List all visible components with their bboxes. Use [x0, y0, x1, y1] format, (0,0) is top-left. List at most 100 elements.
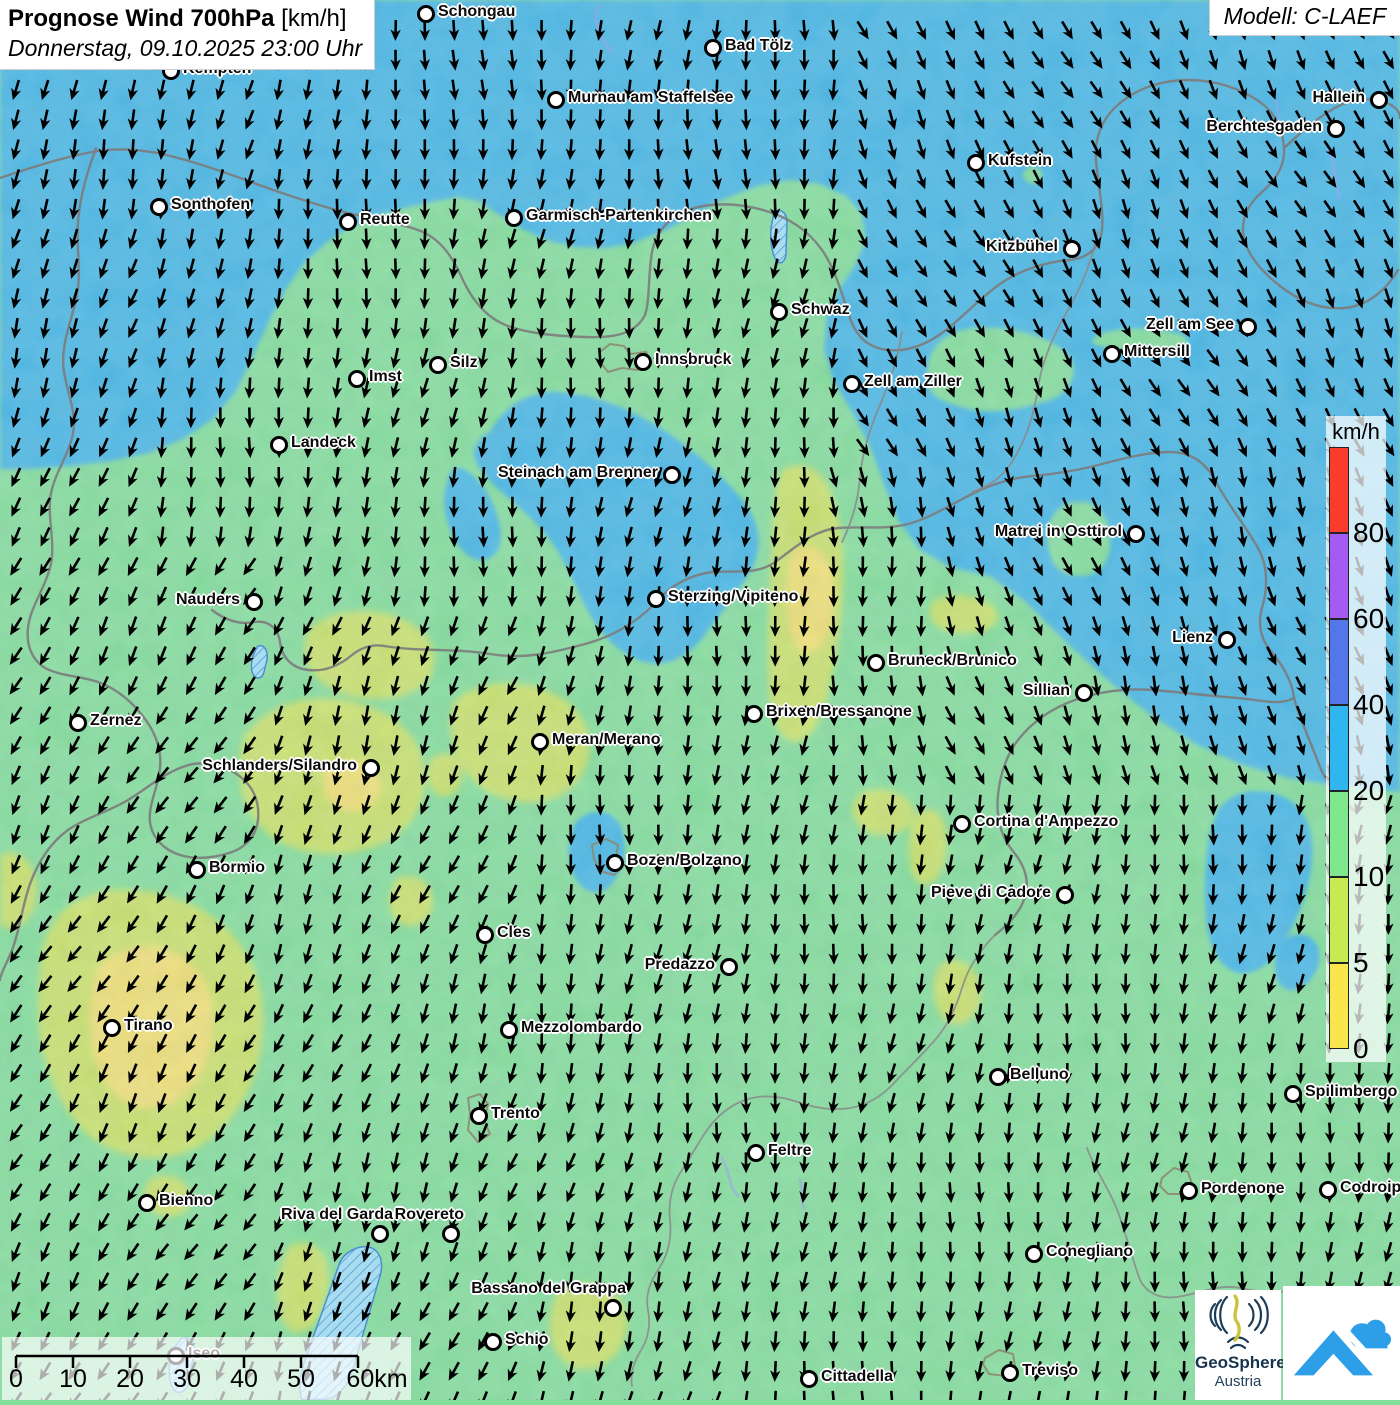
- city-label: Imst: [369, 368, 402, 386]
- title-panel: Prognose Wind 700hPa [km/h] Donnerstag, …: [0, 0, 376, 70]
- city-label: Reutte: [360, 211, 410, 229]
- city-label: Conegliano: [1046, 1243, 1133, 1261]
- geosphere-logo-country: Austria: [1195, 1373, 1281, 1390]
- city-label: Kitzbühel: [986, 238, 1058, 256]
- city-dot-icon: [1001, 1364, 1019, 1382]
- lake-achensee: [770, 209, 788, 264]
- city-label: Treviso: [1022, 1362, 1078, 1380]
- city-dot-icon: [1103, 345, 1121, 363]
- city-dot-icon: [745, 705, 763, 723]
- model-panel: Modell: C-LAEF: [1208, 0, 1400, 36]
- wind-speed-legend: km/h 80 60 40 20 10 5 0: [1326, 416, 1387, 1064]
- geosphere-logo: GeoSphere Austria: [1195, 1290, 1286, 1400]
- city-dot-icon: [484, 1333, 502, 1351]
- city-label: Schio: [505, 1331, 549, 1349]
- legend-color-box: [1329, 705, 1349, 791]
- city-label: Murnau am Staffelsee: [568, 89, 733, 107]
- city-label: Brixen/Bressanone: [766, 703, 912, 721]
- city-label: Zell am See: [1146, 316, 1234, 334]
- city-dot-icon: [800, 1370, 818, 1388]
- city-label: Steinach am Brenner: [498, 464, 658, 482]
- city-dot-icon: [1218, 631, 1236, 649]
- city-label: Meran/Merano: [552, 731, 660, 749]
- city-label: Pieve di Cadore: [931, 884, 1051, 902]
- city-label: Hallein: [1313, 89, 1365, 107]
- city-dot-icon: [1180, 1182, 1198, 1200]
- scale-bar-label: 60km: [346, 1365, 407, 1394]
- city-dot-icon: [362, 759, 380, 777]
- scale-bar-ruler: [14, 1354, 360, 1368]
- city-dot-icon: [1056, 886, 1074, 904]
- city-label: Bad Tölz: [725, 37, 792, 55]
- city-label: Cortina d'Ampezzo: [974, 813, 1118, 831]
- model-label: Modell: C-LAEF: [1224, 3, 1386, 30]
- scale-bar-label: 30: [173, 1365, 201, 1394]
- city-label: Zernez: [90, 712, 142, 730]
- city-dot-icon: [867, 654, 885, 672]
- city-dot-icon: [442, 1225, 460, 1243]
- city-dot-icon: [476, 926, 494, 944]
- city-label: Bruneck/Brunico: [888, 652, 1017, 670]
- city-dot-icon: [429, 356, 447, 374]
- city-dot-icon: [1239, 318, 1257, 336]
- city-dot-icon: [69, 714, 87, 732]
- city-dot-icon: [843, 375, 861, 393]
- partner-logo: [1283, 1286, 1400, 1400]
- scale-bar-label: 20: [116, 1365, 144, 1394]
- map-title-text: Prognose Wind 700hPa: [8, 5, 275, 32]
- legend-color-box: [1329, 877, 1349, 963]
- geosphere-logo-name: GeoSphere: [1195, 1353, 1286, 1373]
- city-label: Landeck: [291, 434, 356, 452]
- city-dot-icon: [953, 815, 971, 833]
- mountain-cloud-icon: [1293, 1319, 1391, 1376]
- lake-reschensee: [250, 644, 268, 679]
- city-label: Kufstein: [988, 152, 1052, 170]
- city-dot-icon: [103, 1019, 121, 1037]
- city-dot-icon: [1127, 525, 1145, 543]
- city-dot-icon: [1063, 240, 1081, 258]
- legend-tick-label: 20: [1353, 775, 1387, 807]
- city-dot-icon: [138, 1194, 156, 1212]
- legend-tick-label: 10: [1353, 861, 1387, 893]
- legend-color-box: [1329, 447, 1349, 533]
- city-label: Nauders: [176, 591, 240, 609]
- map-title-unit: [km/h]: [275, 5, 346, 32]
- city-label: Zell am Ziller: [864, 373, 962, 391]
- geosphere-logo-icon: [1209, 1294, 1269, 1350]
- scale-bar-label: 50: [287, 1365, 315, 1394]
- city-label: Spilimbergo: [1305, 1083, 1397, 1101]
- city-dot-icon: [417, 5, 435, 23]
- city-label: Pordenone: [1201, 1180, 1285, 1198]
- city-label: Bormio: [209, 859, 265, 877]
- city-label: Sonthofen: [171, 196, 250, 214]
- city-dot-icon: [747, 1144, 765, 1162]
- city-dot-icon: [1319, 1181, 1337, 1199]
- city-label: Tirano: [124, 1017, 173, 1035]
- city-dot-icon: [270, 436, 288, 454]
- city-dot-icon: [505, 209, 523, 227]
- city-label: Rovereto: [395, 1206, 464, 1224]
- city-dot-icon: [188, 861, 206, 879]
- legend-tick-label: 40: [1353, 689, 1387, 721]
- legend-tick-label: 5: [1353, 947, 1387, 979]
- city-label: Cittadella: [821, 1368, 893, 1386]
- city-dot-icon: [1370, 91, 1388, 109]
- city-dot-icon: [531, 733, 549, 751]
- city-dot-icon: [663, 466, 681, 484]
- city-dot-icon: [989, 1068, 1007, 1086]
- city-label: Riva del Garda: [281, 1206, 393, 1224]
- city-label: Feltre: [768, 1142, 812, 1160]
- city-label: Cles: [497, 924, 531, 942]
- city-dot-icon: [634, 353, 652, 371]
- legend-color-box: [1329, 533, 1349, 619]
- scale-bar-label: 40: [230, 1365, 258, 1394]
- map-title: Prognose Wind 700hPa [km/h]: [8, 5, 362, 33]
- city-dot-icon: [371, 1225, 389, 1243]
- city-label: Trento: [491, 1105, 540, 1123]
- city-dot-icon: [704, 39, 722, 57]
- city-dot-icon: [1284, 1085, 1302, 1103]
- city-dot-icon: [967, 154, 985, 172]
- city-dot-icon: [547, 91, 565, 109]
- city-dot-icon: [647, 590, 665, 608]
- scale-bar-label: 10: [59, 1365, 87, 1394]
